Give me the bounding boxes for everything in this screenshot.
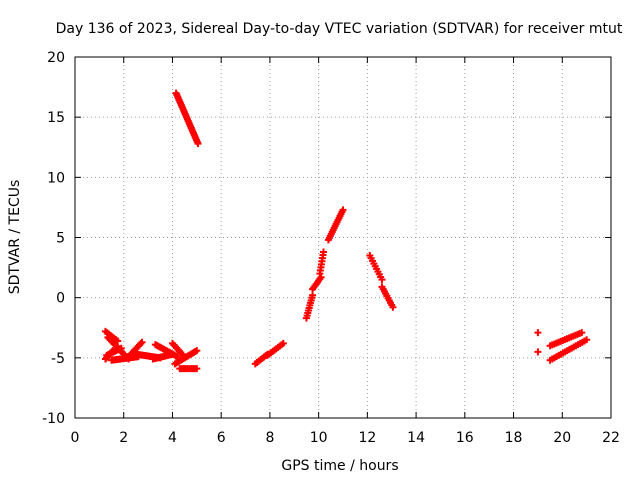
x-tick-label: 14 [407, 430, 425, 446]
y-axis-label: SDTVAR / TECUs [7, 180, 23, 295]
data-point [194, 140, 202, 148]
data-point [317, 273, 325, 281]
x-tick-label: 12 [358, 430, 376, 446]
data-points [101, 89, 591, 373]
y-tick-label: 5 [56, 231, 65, 247]
axis-ticks: 0 2 4 6 8 10 12 14 16 18 20 22 -10 -5 0 5 10 15 20 [42, 50, 620, 446]
data-point [320, 248, 328, 256]
data-point [193, 365, 201, 373]
data-point [168, 350, 176, 358]
data-point [339, 206, 347, 214]
data-point [117, 344, 125, 352]
x-tick-label: 10 [310, 430, 328, 446]
data-point [534, 329, 542, 337]
x-tick-label: 22 [602, 430, 620, 446]
y-tick-label: -10 [42, 411, 65, 427]
y-tick-label: -5 [51, 351, 65, 367]
data-point [138, 338, 146, 346]
data-point [279, 339, 287, 347]
x-tick-label: 4 [168, 430, 177, 446]
data-point [389, 303, 397, 311]
x-tick-label: 2 [119, 430, 128, 446]
data-point [534, 348, 542, 356]
data-point [114, 337, 122, 345]
data-point [309, 291, 317, 299]
data-point [583, 336, 591, 344]
y-tick-label: 10 [47, 170, 65, 186]
x-axis-label: GPS time / hours [281, 458, 398, 474]
x-tick-label: 0 [71, 430, 80, 446]
x-tick-label: 20 [553, 430, 571, 446]
y-tick-label: 0 [56, 291, 65, 307]
x-tick-label: 16 [456, 430, 474, 446]
data-point [378, 276, 386, 284]
grid [75, 57, 611, 418]
x-tick-label: 18 [505, 430, 523, 446]
data-point [193, 347, 201, 355]
x-tick-label: 6 [217, 430, 226, 446]
chart-title: Day 136 of 2023, Sidereal Day-to-day VTE… [56, 21, 623, 37]
data-point [578, 329, 586, 337]
x-tick-label: 8 [265, 430, 274, 446]
y-tick-label: 20 [47, 50, 65, 66]
data-point [137, 340, 145, 348]
y-tick-label: 15 [47, 110, 65, 126]
